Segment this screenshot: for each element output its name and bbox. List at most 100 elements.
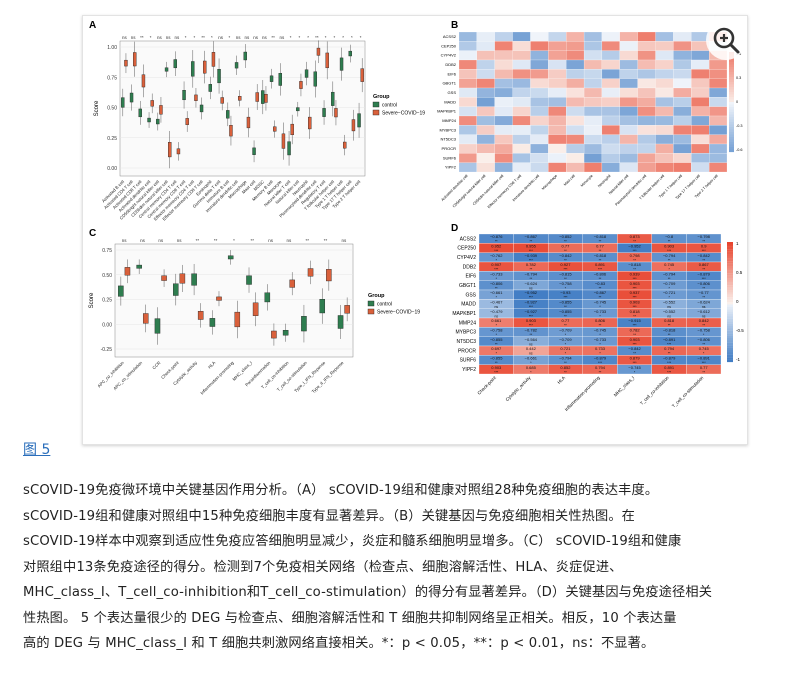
- column-label: MHC_class_I: [613, 375, 635, 397]
- cell-significance: ***: [529, 249, 534, 253]
- color-scale-segment: [727, 292, 733, 295]
- cell-significance: *: [599, 333, 601, 337]
- cell-significance: *: [496, 296, 498, 300]
- heatmap-cell: [601, 115, 620, 126]
- cell-significance: ***: [633, 286, 638, 290]
- cell-significance: **: [599, 286, 602, 290]
- heatmap-cell: [673, 97, 692, 107]
- color-scale-segment: [727, 282, 733, 286]
- cell-value: −0.952: [525, 290, 538, 295]
- box: [357, 113, 361, 128]
- heatmap-cell: [619, 59, 638, 70]
- cell-value: −0.661: [525, 356, 538, 361]
- figure-link[interactable]: 图 5: [23, 442, 51, 458]
- color-scale-segment: [729, 109, 734, 113]
- cell-value: 0.937: [630, 290, 641, 295]
- heatmap-cell: [530, 143, 549, 154]
- cell-significance: ***: [633, 324, 638, 328]
- cell-significance: **: [702, 370, 705, 374]
- cell-value: −0.855: [559, 300, 572, 305]
- cell-significance: ns: [667, 305, 671, 309]
- cell-significance: *: [530, 370, 532, 374]
- heatmap-cell: [512, 41, 531, 51]
- cell-significance: **: [702, 324, 705, 328]
- heatmap-cell: [494, 134, 513, 145]
- cell-significance: **: [702, 286, 705, 290]
- color-scale-segment: [727, 285, 733, 288]
- color-scale-segment: [729, 77, 734, 80]
- box: [147, 117, 151, 123]
- box: [313, 71, 318, 87]
- cell-value: 0.697: [491, 346, 502, 351]
- row-label: YIPF2: [445, 165, 457, 170]
- heatmap-cell: [476, 78, 495, 89]
- cell-value: −0.661: [490, 290, 503, 295]
- cell-value: 0.903: [526, 318, 537, 323]
- cell-significance: ns: [702, 305, 706, 309]
- cell-value: 0.733: [595, 346, 606, 351]
- heatmap-cell: [458, 69, 477, 79]
- box: [316, 47, 321, 56]
- heatmap-cell: [655, 59, 674, 70]
- cell-value: 0.745: [664, 262, 675, 267]
- heatmap-cell: [655, 153, 674, 163]
- significance-label: *: [193, 35, 195, 40]
- box: [348, 50, 352, 57]
- cell-significance: *: [530, 361, 532, 365]
- heatmap-cell: [476, 125, 495, 135]
- row-label: ACSS2: [460, 236, 477, 242]
- x-tick-label: HLA: [207, 360, 217, 370]
- cell-significance: **: [633, 268, 636, 272]
- cell-value: 0.955: [526, 244, 537, 249]
- heatmap-cell: [601, 162, 620, 173]
- color-scale-segment: [729, 102, 734, 105]
- box: [307, 268, 314, 277]
- heatmap-cell: [691, 59, 710, 70]
- row-label: MYBPC3: [440, 127, 457, 132]
- cell-value: 0.852: [560, 365, 571, 370]
- zoom-button[interactable]: [706, 20, 746, 60]
- heatmap-cell: [619, 31, 638, 42]
- heatmap-cell: [673, 50, 692, 61]
- y-tick-label: -0.25: [101, 347, 113, 353]
- color-scale-segment: [729, 107, 734, 110]
- heatmap-cell: [655, 87, 674, 98]
- heatmap-cell: [512, 134, 531, 145]
- column-label: Monocyte: [580, 174, 594, 188]
- significance-label: ns: [268, 238, 274, 243]
- significance-label: **: [324, 238, 328, 243]
- scale-tick: -0.5: [736, 328, 744, 333]
- cell-significance: **: [668, 324, 671, 328]
- cell-significance: **: [495, 342, 498, 346]
- box: [216, 296, 222, 301]
- heatmap-cell: [673, 134, 692, 145]
- cell-value: 0.794: [595, 365, 606, 370]
- heatmap-cell: [601, 69, 620, 79]
- cell-significance: **: [530, 277, 533, 281]
- color-scale-segment: [727, 278, 733, 281]
- heatmap-cell: [548, 115, 567, 126]
- heatmap-cell: [512, 115, 531, 126]
- heatmap-cell: [566, 41, 585, 51]
- heatmap-cell: [673, 143, 692, 154]
- box: [351, 119, 356, 132]
- cell-value: −0.879: [698, 272, 711, 277]
- heatmap-cell: [655, 125, 674, 135]
- heatmap-cell: [601, 78, 620, 89]
- cell-value: 0.77: [700, 365, 709, 370]
- cell-significance: *: [565, 342, 567, 346]
- figure-image[interactable]: A 1.00 0.75 0.50 0.25 0.00 Score ns Activated B …: [82, 15, 748, 445]
- heatmap-cell: [548, 59, 567, 70]
- row-label: GBGT1: [442, 81, 456, 86]
- box: [185, 118, 189, 125]
- cell-significance: **: [599, 370, 602, 374]
- significance-label: **: [140, 35, 144, 40]
- y-tick-label: 0.50: [107, 106, 117, 112]
- heatmap-cell: [709, 134, 728, 145]
- cell-value: 0.927: [560, 262, 571, 267]
- box: [226, 110, 230, 119]
- box: [141, 74, 146, 88]
- caption-line: 性热图。 5 个表达量很少的 DEG 与检查点、细胞溶解活性和 T 细胞共抑制网…: [23, 610, 677, 626]
- y-tick-label: 0.50: [102, 273, 112, 279]
